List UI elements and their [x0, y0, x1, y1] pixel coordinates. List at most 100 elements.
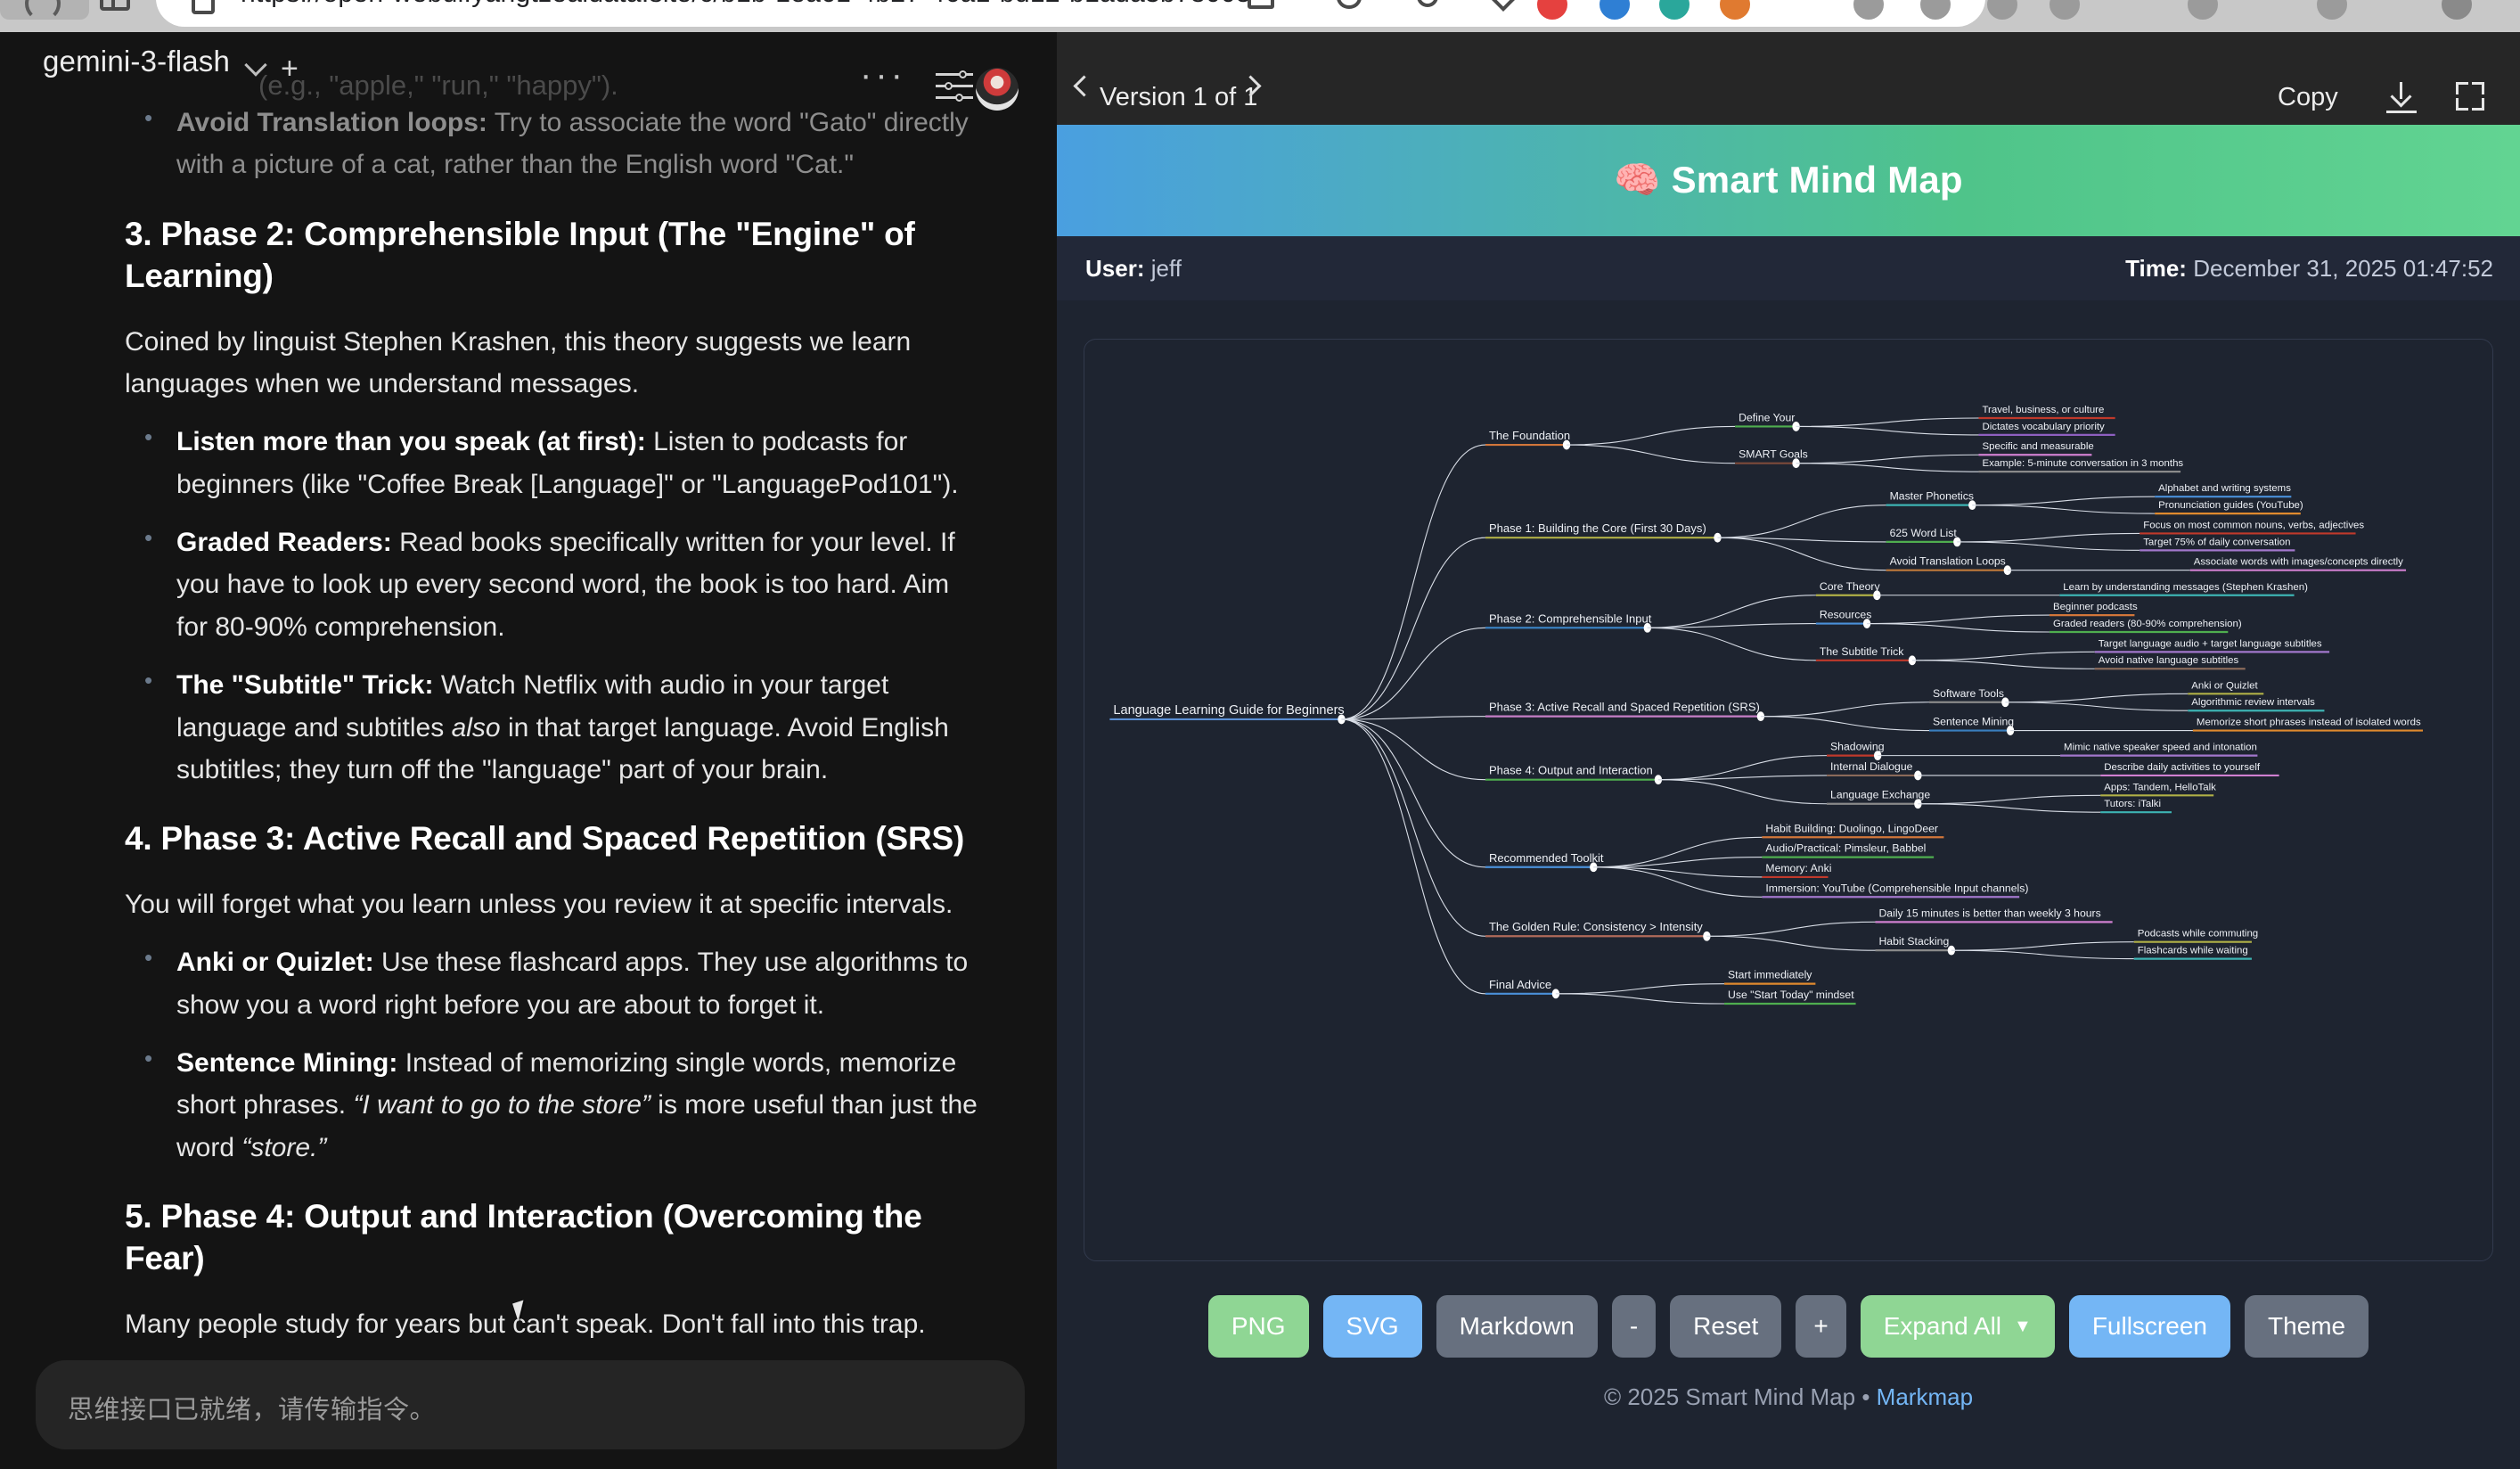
- mindmap-link: [1341, 444, 1485, 720]
- extension-icon-grey1[interactable]: [1853, 0, 1884, 20]
- mindmap-node-handle[interactable]: [1914, 799, 1922, 809]
- mindmap-node-label[interactable]: Define Your: [1739, 411, 1795, 423]
- mindmap-node-label[interactable]: Memory: Anki: [1765, 862, 1831, 874]
- extension-icon-blue[interactable]: [1600, 0, 1630, 20]
- reset-button[interactable]: Reset: [1670, 1295, 1782, 1358]
- mindmap-node-label[interactable]: Memorize short phrases instead of isolat…: [2197, 718, 2421, 728]
- mindmap-node-label[interactable]: Resources: [1820, 609, 1871, 621]
- mindmap-node-label[interactable]: Target 75% of daily conversation: [2143, 537, 2290, 547]
- fullscreen-button[interactable]: Fullscreen: [2068, 1295, 2230, 1358]
- mindmap-node-label[interactable]: Phase 4: Output and Interaction: [1489, 764, 1653, 777]
- sidebar-toggle-icon[interactable]: [100, 0, 130, 11]
- mindmap-node-label[interactable]: Habit Stacking: [1879, 935, 1950, 948]
- model-selector-label[interactable]: gemini-3-flash: [43, 45, 231, 78]
- mindmap-node-label[interactable]: Associate words with images/concepts dir…: [2194, 557, 2403, 568]
- mindmap-node-handle[interactable]: [1714, 532, 1722, 543]
- mindmap-node-label[interactable]: 625 Word List: [1890, 527, 1958, 539]
- fullscreen-icon[interactable]: [2456, 82, 2484, 111]
- expand-all-button[interactable]: Expand All ▼: [1860, 1295, 2055, 1358]
- mindmap-node-label[interactable]: Anki or Quizlet: [2191, 680, 2258, 691]
- mindmap-node-label[interactable]: Recommended Toolkit: [1489, 851, 1604, 865]
- extension-icon-teal[interactable]: [1659, 0, 1690, 20]
- zoom-out-button[interactable]: -: [1611, 1295, 1657, 1358]
- mindmap-node-label[interactable]: Podcasts while commuting: [2138, 929, 2258, 940]
- mindmap-node-label[interactable]: Phase 1: Building the Core (First 30 Day…: [1489, 521, 1706, 535]
- chat-message-scroll[interactable]: Avoid Translation loops: Try to associat…: [0, 86, 1057, 1469]
- mindmap-canvas[interactable]: Language Learning Guide for Beginners The…: [1084, 339, 2493, 1261]
- mindmap-node-label[interactable]: Internal Dialogue: [1830, 760, 1913, 773]
- chevron-left-icon[interactable]: [1073, 75, 1095, 97]
- export-png-button[interactable]: PNG: [1207, 1295, 1309, 1358]
- mindmap-node-label[interactable]: Specific and measurable: [1982, 441, 2093, 452]
- mindmap-node-label[interactable]: Focus on most common nouns, verbs, adjec…: [2143, 520, 2364, 530]
- mindmap-node-label[interactable]: Habit Building: Duolingo, LingoDeer: [1765, 822, 1938, 834]
- mindmap-node-label[interactable]: Target language audio + target language …: [2099, 638, 2322, 649]
- mindmap-svg[interactable]: Language Learning Guide for Beginners The…: [1084, 340, 2493, 1261]
- mindmap-node-handle[interactable]: [1968, 500, 1976, 511]
- mindmap-node-label[interactable]: Language Learning Guide for Beginners: [1113, 703, 1344, 718]
- mindmap-link: [1796, 454, 1979, 464]
- mindmap-node-label[interactable]: Final Advice: [1489, 978, 1551, 991]
- mindmap-node-label[interactable]: Beginner podcasts: [2053, 602, 2138, 612]
- mindmap-node-label[interactable]: Learn by understanding messages (Stephen…: [2063, 582, 2308, 593]
- mindmap-node-label[interactable]: Example: 5-minute conversation in 3 mont…: [1982, 458, 2183, 469]
- mindmap-node-label[interactable]: Describe daily activities to yourself: [2104, 762, 2261, 773]
- extension-icon-grey3[interactable]: [1987, 0, 2017, 20]
- theme-button[interactable]: Theme: [2244, 1295, 2369, 1358]
- mindmap-node-label[interactable]: Algorithmic review intervals: [2191, 697, 2315, 708]
- mindmap-node-handle[interactable]: [1551, 989, 1560, 999]
- settings-sliders-icon[interactable]: [936, 70, 973, 103]
- profile-avatar-icon[interactable]: [2442, 0, 2472, 20]
- copy-button[interactable]: Copy: [2278, 83, 2338, 111]
- mindmap-node-label[interactable]: Shadowing: [1830, 741, 1885, 753]
- mindmap-node-label[interactable]: Pronunciation guides (YouTube): [2158, 500, 2303, 511]
- export-svg-button[interactable]: SVG: [1322, 1295, 1422, 1358]
- mindmap-banner: 🧠 Smart Mind Map: [1057, 125, 2520, 236]
- extension-icon-orange[interactable]: [1720, 0, 1750, 20]
- mindmap-node-handle[interactable]: [1947, 945, 1956, 956]
- mindmap-node-label[interactable]: Mimic native speaker speed and intonatio…: [2064, 743, 2257, 753]
- mindmap-node-label[interactable]: Software Tools: [1933, 687, 2004, 700]
- download-icon[interactable]: [2390, 82, 2413, 109]
- mindmap-node-label[interactable]: Immersion: YouTube (Comprehensible Input…: [1765, 882, 2028, 894]
- mindmap-node-label[interactable]: SMART Goals: [1739, 448, 1808, 461]
- mindmap-node-label[interactable]: Dictates vocabulary priority: [1982, 422, 2105, 432]
- mindmap-node-label[interactable]: Tutors: iTalki: [2104, 799, 2161, 809]
- mindmap-node-label[interactable]: Master Phonetics: [1890, 490, 1974, 503]
- mindmap-node-label[interactable]: Travel, business, or culture: [1982, 405, 2104, 415]
- mindmap-node-label[interactable]: Flashcards while waiting: [2138, 946, 2248, 956]
- mindmap-node-label[interactable]: Apps: Tandem, HelloTalk: [2104, 782, 2216, 792]
- mindmap-node-label[interactable]: Alphabet and writing systems: [2158, 483, 2291, 494]
- mindmap-node-label[interactable]: Audio/Practical: Pimsleur, Babbel: [1765, 842, 1926, 855]
- back-arrow-icon[interactable]: [25, 0, 61, 21]
- mindmap-node-label[interactable]: Avoid Translation Loops: [1890, 555, 2006, 568]
- extension-icon-red[interactable]: [1537, 0, 1567, 20]
- chevron-down-icon[interactable]: [244, 53, 267, 77]
- mindmap-node-label[interactable]: Start immediately: [1728, 969, 1812, 981]
- mindmap-node-handle[interactable]: [1914, 770, 1922, 781]
- mindmap-node-label[interactable]: Graded readers (80-90% comprehension): [2053, 619, 2242, 629]
- mindmap-node-label[interactable]: Phase 3: Active Recall and Spaced Repeti…: [1489, 701, 1760, 714]
- mindmap-node-label[interactable]: The Golden Rule: Consistency > Intensity: [1489, 920, 1703, 933]
- mindmap-node-label[interactable]: Language Exchange: [1830, 789, 1930, 801]
- mindmap-node-handle[interactable]: [1862, 619, 1871, 628]
- mindmap-node-label[interactable]: Sentence Mining: [1933, 716, 2014, 728]
- markmap-link[interactable]: Markmap: [1876, 1383, 1974, 1410]
- export-markdown-button[interactable]: Markdown: [1436, 1295, 1598, 1358]
- message-composer[interactable]: 思维接口已就绪，请传输指令。: [36, 1360, 1025, 1449]
- mindmap-node-label[interactable]: Avoid native language subtitles: [2099, 655, 2239, 666]
- extension-icon-grey4[interactable]: [2050, 0, 2080, 20]
- extension-icon-grey5[interactable]: [2188, 0, 2218, 20]
- extension-icon-grey2[interactable]: [1920, 0, 1951, 20]
- mindmap-node-label[interactable]: Core Theory: [1820, 580, 1881, 593]
- new-chat-plus-icon[interactable]: +: [281, 52, 299, 86]
- mindmap-node-label[interactable]: The Foundation: [1489, 429, 1570, 442]
- mindmap-node-label[interactable]: Use "Start Today" mindset: [1728, 989, 1854, 1001]
- mindmap-node-label[interactable]: Phase 2: Comprehensible Input: [1489, 611, 1652, 625]
- reader-mode-icon[interactable]: [1248, 0, 1274, 9]
- mindmap-node-label[interactable]: Daily 15 minutes is better than weekly 3…: [1879, 907, 2101, 919]
- zoom-in-button[interactable]: +: [1796, 1295, 1846, 1358]
- mindmap-node-label[interactable]: The Subtitle Trick: [1820, 645, 1904, 658]
- mindmap-node-handle[interactable]: [1908, 655, 1917, 666]
- extension-icon-grey6[interactable]: [2317, 0, 2347, 20]
